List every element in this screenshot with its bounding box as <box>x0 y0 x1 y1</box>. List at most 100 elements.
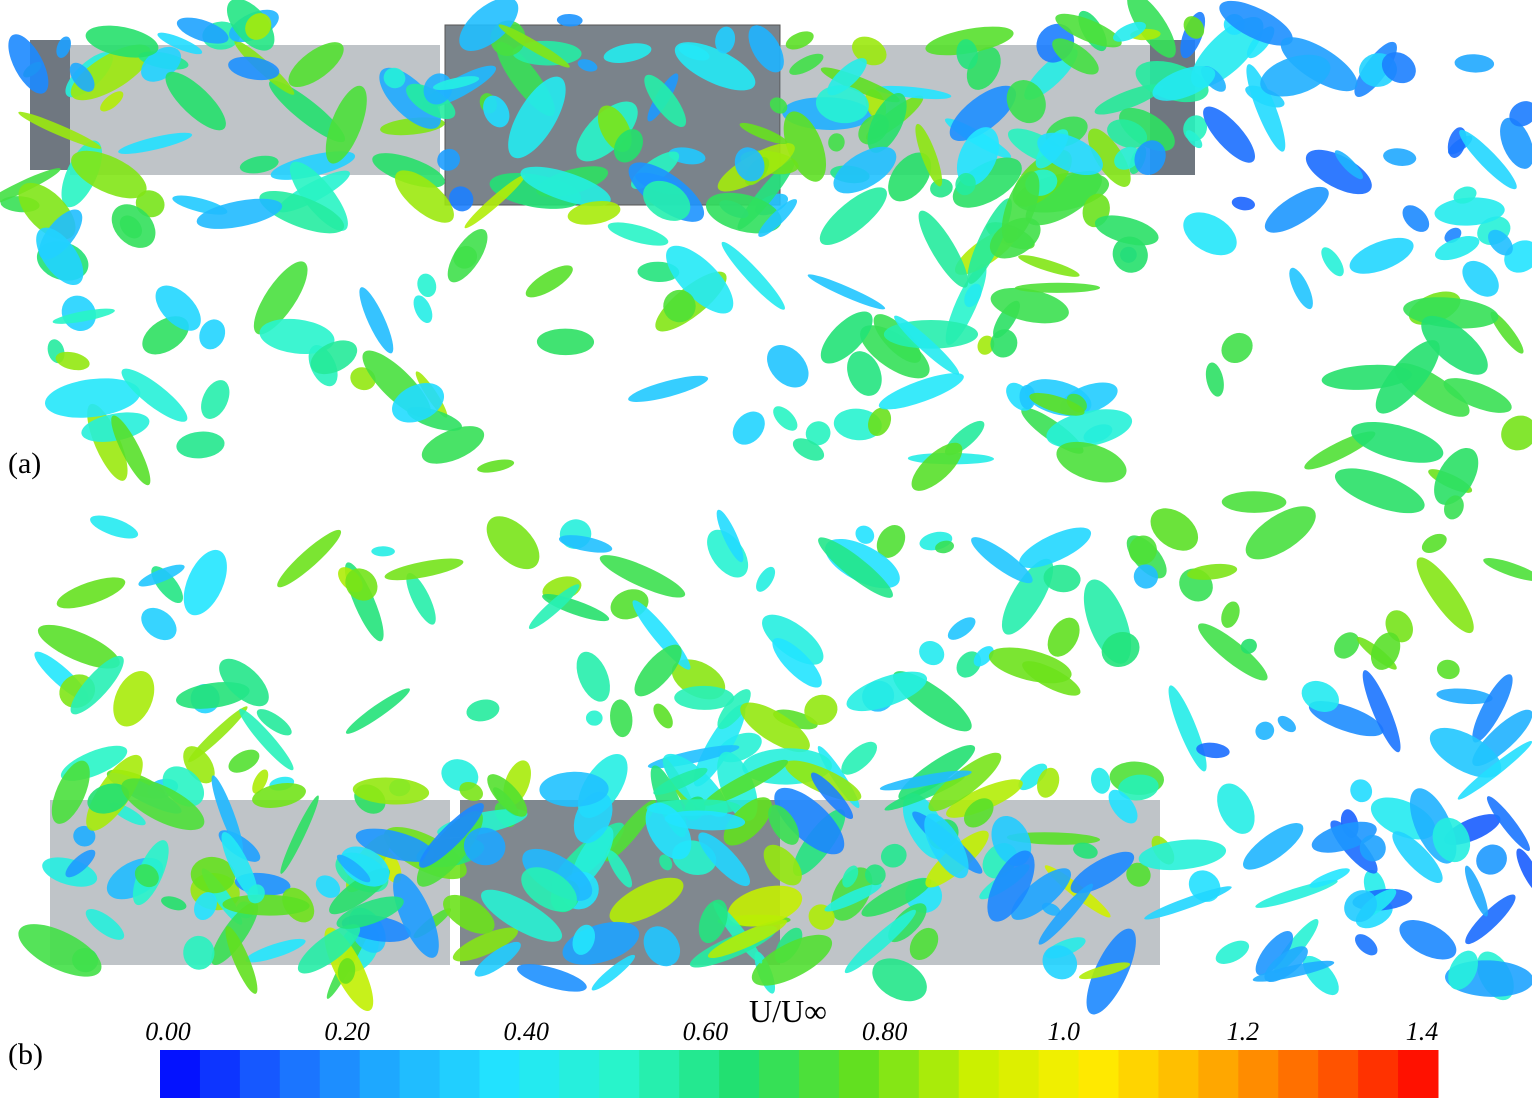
colorbar-swatch <box>1079 1050 1119 1098</box>
vortex-blob <box>1393 912 1462 968</box>
colorbar-swatch <box>959 1050 999 1098</box>
colorbar-swatch <box>1278 1050 1318 1098</box>
vortex-blob <box>1435 658 1461 681</box>
vortex-blob <box>1481 554 1532 586</box>
figure: (a) (b) U/U∞ 0.000.200.400.600.801.01.21… <box>0 0 1532 1102</box>
colorbar-swatch <box>320 1050 360 1098</box>
colorbar-swatch <box>1238 1050 1278 1098</box>
colorbar-swatch <box>160 1050 200 1098</box>
colorbar-swatch <box>1398 1050 1438 1098</box>
vortex-blob <box>1089 766 1113 796</box>
colorbar-swatch <box>599 1050 639 1098</box>
vortex-blob <box>911 205 976 293</box>
colorbar-swatch <box>1158 1050 1198 1098</box>
vortex-blob <box>570 647 617 707</box>
vortex-blob <box>752 564 779 595</box>
vortex-blob <box>769 402 802 435</box>
colorbar-swatch <box>719 1050 759 1098</box>
vortex-blob <box>354 284 399 357</box>
colorbar-swatch <box>1039 1050 1079 1098</box>
vortex-blob <box>1258 179 1335 242</box>
colorbar-tick-label: 1.2 <box>1227 1017 1260 1046</box>
vortex-blob <box>195 376 235 424</box>
vortex-blob <box>1347 414 1448 471</box>
vortex-blob <box>537 328 594 355</box>
vortex-blob <box>1203 361 1227 399</box>
vortex-blob <box>1252 718 1278 744</box>
vortex-blob <box>1397 200 1434 237</box>
vortex-blob <box>1275 713 1299 736</box>
vortex-blob <box>674 686 734 711</box>
vortex-blob <box>1512 846 1532 898</box>
vortex-blob <box>726 405 771 451</box>
vortex-blob <box>1215 327 1258 369</box>
vortex-blob <box>1195 99 1262 170</box>
colorbar-swatch <box>1119 1050 1159 1098</box>
panel-label: (a) <box>8 447 41 480</box>
vortex-blob <box>1357 667 1407 756</box>
vortex-blob <box>476 457 515 475</box>
colorbar-swatch <box>879 1050 919 1098</box>
colorbar-swatch <box>639 1050 679 1098</box>
vortex-blob <box>175 543 236 621</box>
colorbar-tick-label: 1.0 <box>1047 1017 1080 1046</box>
vortex-blob <box>1222 491 1287 513</box>
vortex-blob <box>649 700 676 731</box>
colorbar-swatch <box>559 1050 599 1098</box>
colorbar-swatch <box>480 1050 520 1098</box>
vortex-blob <box>1454 53 1494 73</box>
vortex-blob <box>1346 775 1376 806</box>
vortex-blob <box>175 430 225 461</box>
vortex-blob <box>343 684 414 738</box>
vortex-blob <box>1176 203 1244 264</box>
vortex-blob <box>606 218 671 251</box>
vortex-blob <box>586 710 603 725</box>
colorbar-swatch <box>440 1050 480 1098</box>
colorbar-swatch <box>519 1050 559 1098</box>
vortex-blob <box>904 435 970 498</box>
vortex-blob <box>1330 459 1430 522</box>
colorbar-swatch <box>240 1050 280 1098</box>
vortex-blob <box>806 270 888 313</box>
vortex-blob <box>1345 230 1418 281</box>
colorbar-swatch <box>839 1050 879 1098</box>
vortex-blob <box>1015 283 1100 293</box>
vortex-blob <box>1460 889 1521 949</box>
vortex-blob <box>1218 599 1243 631</box>
panel-label: (b) <box>8 1038 43 1071</box>
colorbar-swatch <box>280 1050 320 1098</box>
colorbar-swatch <box>200 1050 240 1098</box>
vortex-blob <box>135 601 183 647</box>
colorbar-swatch <box>1358 1050 1398 1098</box>
flow-visualization <box>0 0 1532 1021</box>
vortex-blob <box>1210 777 1263 840</box>
colorbar-swatch <box>799 1050 839 1098</box>
colorbar-tick-label: 0.40 <box>504 1017 550 1046</box>
vortex-blob <box>1192 616 1273 687</box>
vortex-blob <box>272 524 346 593</box>
vortex-blob <box>477 507 549 579</box>
vortex-blob <box>1317 244 1348 280</box>
vortex-blob <box>1041 612 1086 662</box>
vortex-blob <box>1307 865 1351 892</box>
colorbar-swatch <box>999 1050 1039 1098</box>
vortex-blob <box>1285 265 1318 312</box>
colorbar-tick-label: 0.60 <box>683 1017 729 1046</box>
vortex-blob <box>1351 930 1381 959</box>
colorbar-swatch <box>679 1050 719 1098</box>
vortex-blob <box>1162 682 1213 774</box>
vortex-blob <box>1382 147 1417 168</box>
colorbar-swatch <box>400 1050 440 1098</box>
vortex-blob <box>1419 530 1450 557</box>
colorbar <box>160 1050 1439 1098</box>
colorbar-title: U/U∞ <box>749 993 827 1029</box>
colorbar-swatch <box>759 1050 799 1098</box>
vortex-blob <box>944 613 979 644</box>
colorbar-swatch <box>1318 1050 1358 1098</box>
vortex-blob <box>986 325 1022 362</box>
vortex-blob <box>1231 195 1256 212</box>
vortex-blob <box>53 571 128 615</box>
vortex-blob <box>1212 936 1253 969</box>
vortex-blob <box>626 371 710 408</box>
vortex-blob <box>608 698 634 738</box>
